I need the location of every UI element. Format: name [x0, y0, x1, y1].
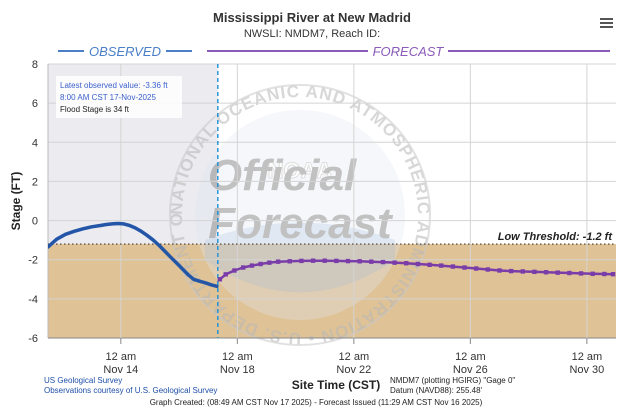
watermark-word-official: Official: [208, 151, 357, 200]
forecast-point: [345, 258, 351, 264]
observed-header: OBSERVED: [58, 44, 192, 59]
threshold-label: Low Threshold: -1.2 ft: [498, 231, 614, 243]
forecast-point: [555, 270, 560, 275]
usgs-credit: US Geological Survey: [44, 376, 122, 385]
infobox-timestamp: 8:00 AM CST 17-Nov-2025: [60, 93, 156, 102]
forecast-point: [532, 269, 537, 275]
x-tick-label-date: Nov 22: [336, 364, 371, 376]
forecast-point: [543, 270, 549, 275]
forecast-point: [369, 259, 374, 264]
forecast-point: [590, 271, 595, 277]
x-tick-label-date: Nov 26: [453, 364, 488, 376]
forecast-point: [415, 261, 421, 267]
graph-created-note: Graph Created: (08:49 AM CST Nov 17 2025…: [150, 398, 483, 407]
forecast-point: [462, 265, 467, 270]
chart-title: Mississippi River at New Madrid: [213, 10, 411, 25]
y-axis-title: Stage (FT): [9, 172, 23, 231]
x-axis-title: Site Time (CST): [292, 378, 380, 392]
series-clip-group: [48, 221, 616, 289]
x-tick-label-date: Nov 14: [103, 364, 138, 376]
forecast-point: [322, 258, 327, 263]
watermark-word-forecast: Forecast: [208, 199, 394, 248]
forecast-point: [249, 263, 255, 268]
forecast-point: [299, 258, 304, 264]
forecast-point: [217, 277, 223, 282]
y-axis: -6 -4 -2 0 2 4 6 8: [28, 59, 38, 345]
forecast-point: [404, 261, 409, 266]
forecast-point: [485, 267, 491, 272]
series: [48, 221, 616, 289]
datum-navd88: Datum (NAVD88): 255.48': [390, 386, 483, 395]
forecast-point: [610, 271, 616, 277]
latest-value-infobox: Latest observed value: -3.36 ft 8:00 AM …: [56, 76, 182, 118]
forecast-point: [267, 260, 272, 265]
y-tick-label: 6: [32, 98, 38, 110]
forecast-label: FORECAST: [373, 44, 445, 59]
threshold: Low Threshold: -1.2 ft: [48, 64, 616, 338]
forecast-point: [240, 265, 246, 270]
forecast-point: [380, 259, 386, 265]
x-tick-label-time: 12 am: [339, 351, 370, 363]
chart-subtitle: NWSLI: NMDM7, Reach ID:: [244, 28, 380, 40]
forecast-point: [310, 258, 316, 263]
usgs-observations-credit: Observations courtesy of U.S. Geological…: [44, 386, 217, 395]
forecast-point: [450, 264, 456, 269]
forecast-point: [602, 271, 607, 277]
infobox-flood-stage: Flood Stage is 34 ft: [60, 105, 130, 114]
y-tick-label: 4: [32, 137, 38, 149]
x-tick-label-time: 12 am: [455, 351, 486, 363]
datum-gage: NMDM7 (plotting HGIRG) "Gage 0": [390, 376, 515, 385]
observed-series-line: [48, 221, 219, 289]
forecast-point: [567, 270, 572, 276]
forecast-point: [334, 258, 339, 264]
hamburger-menu-icon[interactable]: [596, 14, 616, 32]
y-tick-label: 2: [32, 176, 38, 188]
forecast-point: [427, 262, 432, 268]
forecast-point: [232, 268, 237, 273]
forecast-point: [578, 271, 584, 276]
observed-label: OBSERVED: [89, 44, 161, 59]
forecast-point: [520, 269, 525, 274]
forecast-point: [497, 268, 502, 273]
x-tick-label-date: Nov 18: [220, 364, 255, 376]
forecast-header: FORECAST: [207, 44, 610, 59]
forecast-point: [439, 263, 444, 268]
infobox-latest-value: Latest observed value: -3.36 ft: [60, 81, 168, 90]
forecast-point: [258, 261, 263, 267]
x-tick-label-time: 12 am: [222, 351, 253, 363]
forecast-point: [473, 266, 479, 271]
y-tick-label: -4: [28, 294, 38, 306]
x-tick-label-time: 12 am: [106, 351, 137, 363]
y-tick-label: 0: [32, 216, 38, 228]
y-tick-label: 8: [32, 59, 38, 71]
x-tick-label-time: 12 am: [572, 351, 603, 363]
gridlines: [47, 63, 616, 339]
watermark-logo-text: NOAA: [268, 158, 333, 183]
y-tick-label: -2: [28, 255, 38, 267]
forecast-point: [357, 259, 362, 264]
y-tick-label: -6: [28, 333, 38, 345]
forecast-point: [275, 259, 281, 264]
forecast-point: [392, 260, 397, 265]
forecast-point: [287, 259, 292, 264]
x-tick-label-date: Nov 30: [569, 364, 604, 376]
forecast-point: [508, 268, 514, 274]
forecast-point: [223, 272, 228, 277]
